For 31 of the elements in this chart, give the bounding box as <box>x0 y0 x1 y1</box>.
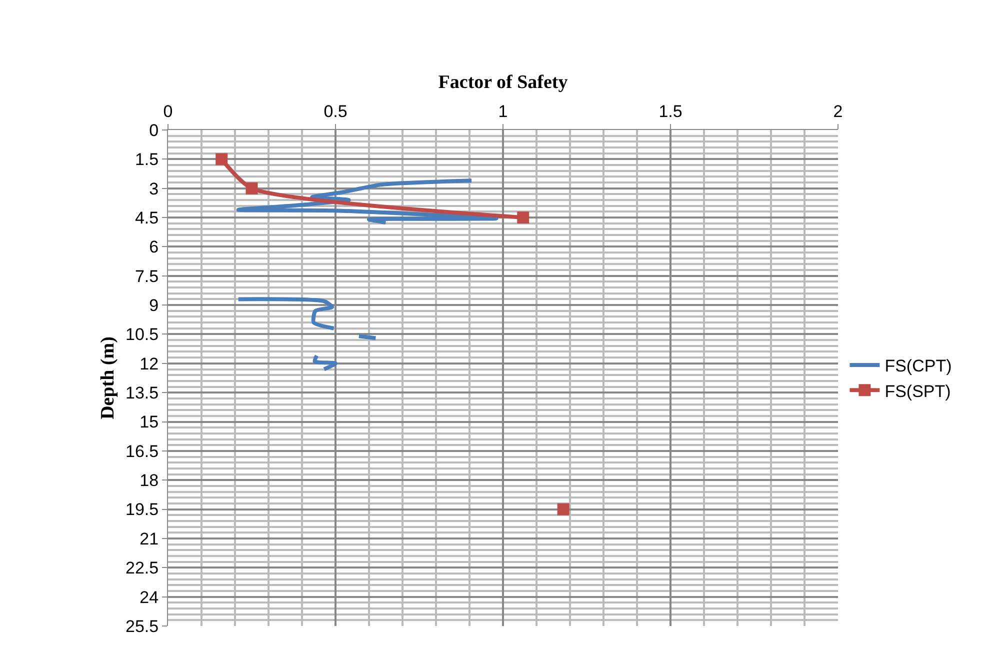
y-tick-label: 16.5 <box>126 442 159 461</box>
y-tick-label: 10.5 <box>126 325 159 344</box>
y-tick-label: 22.5 <box>126 558 159 578</box>
y-tick-label: 6 <box>149 238 159 257</box>
y-tick-label: 12 <box>140 354 159 374</box>
y-tick-label: 24 <box>140 588 159 607</box>
x-tick-label: 1 <box>498 102 508 122</box>
y-tick-label: 4.5 <box>134 208 159 228</box>
y-tick-label: 1.5 <box>134 150 159 170</box>
point <box>216 153 228 166</box>
legend-label: FS(CPT) <box>884 356 952 376</box>
x-tick-label: 1.5 <box>658 102 682 122</box>
y-axis-title: Depth (m) <box>97 336 118 420</box>
y-tick-label: 15 <box>140 412 159 432</box>
point <box>246 182 258 194</box>
y-tick-label: 0 <box>149 120 159 140</box>
x-tick-label: 0.5 <box>324 102 348 122</box>
y-tick-label: 9 <box>149 296 159 316</box>
y-tick-label: 7.5 <box>134 266 159 286</box>
legend-label: FS(SPT) <box>884 382 951 401</box>
y-tick-label: 19.5 <box>126 500 159 520</box>
y-tick-label: 18 <box>140 471 159 490</box>
y-tick-label: 13.5 <box>126 384 159 403</box>
x-tick-label: 0 <box>163 102 173 122</box>
x-axis-title: Factor of Safety <box>438 72 568 94</box>
y-tick-label: 21 <box>140 529 159 548</box>
x-tick-label: 2 <box>833 102 843 122</box>
point <box>517 212 530 224</box>
y-tick-label: 3 <box>149 179 159 198</box>
point <box>557 503 570 516</box>
y-tick-label: 25.5 <box>126 616 159 636</box>
